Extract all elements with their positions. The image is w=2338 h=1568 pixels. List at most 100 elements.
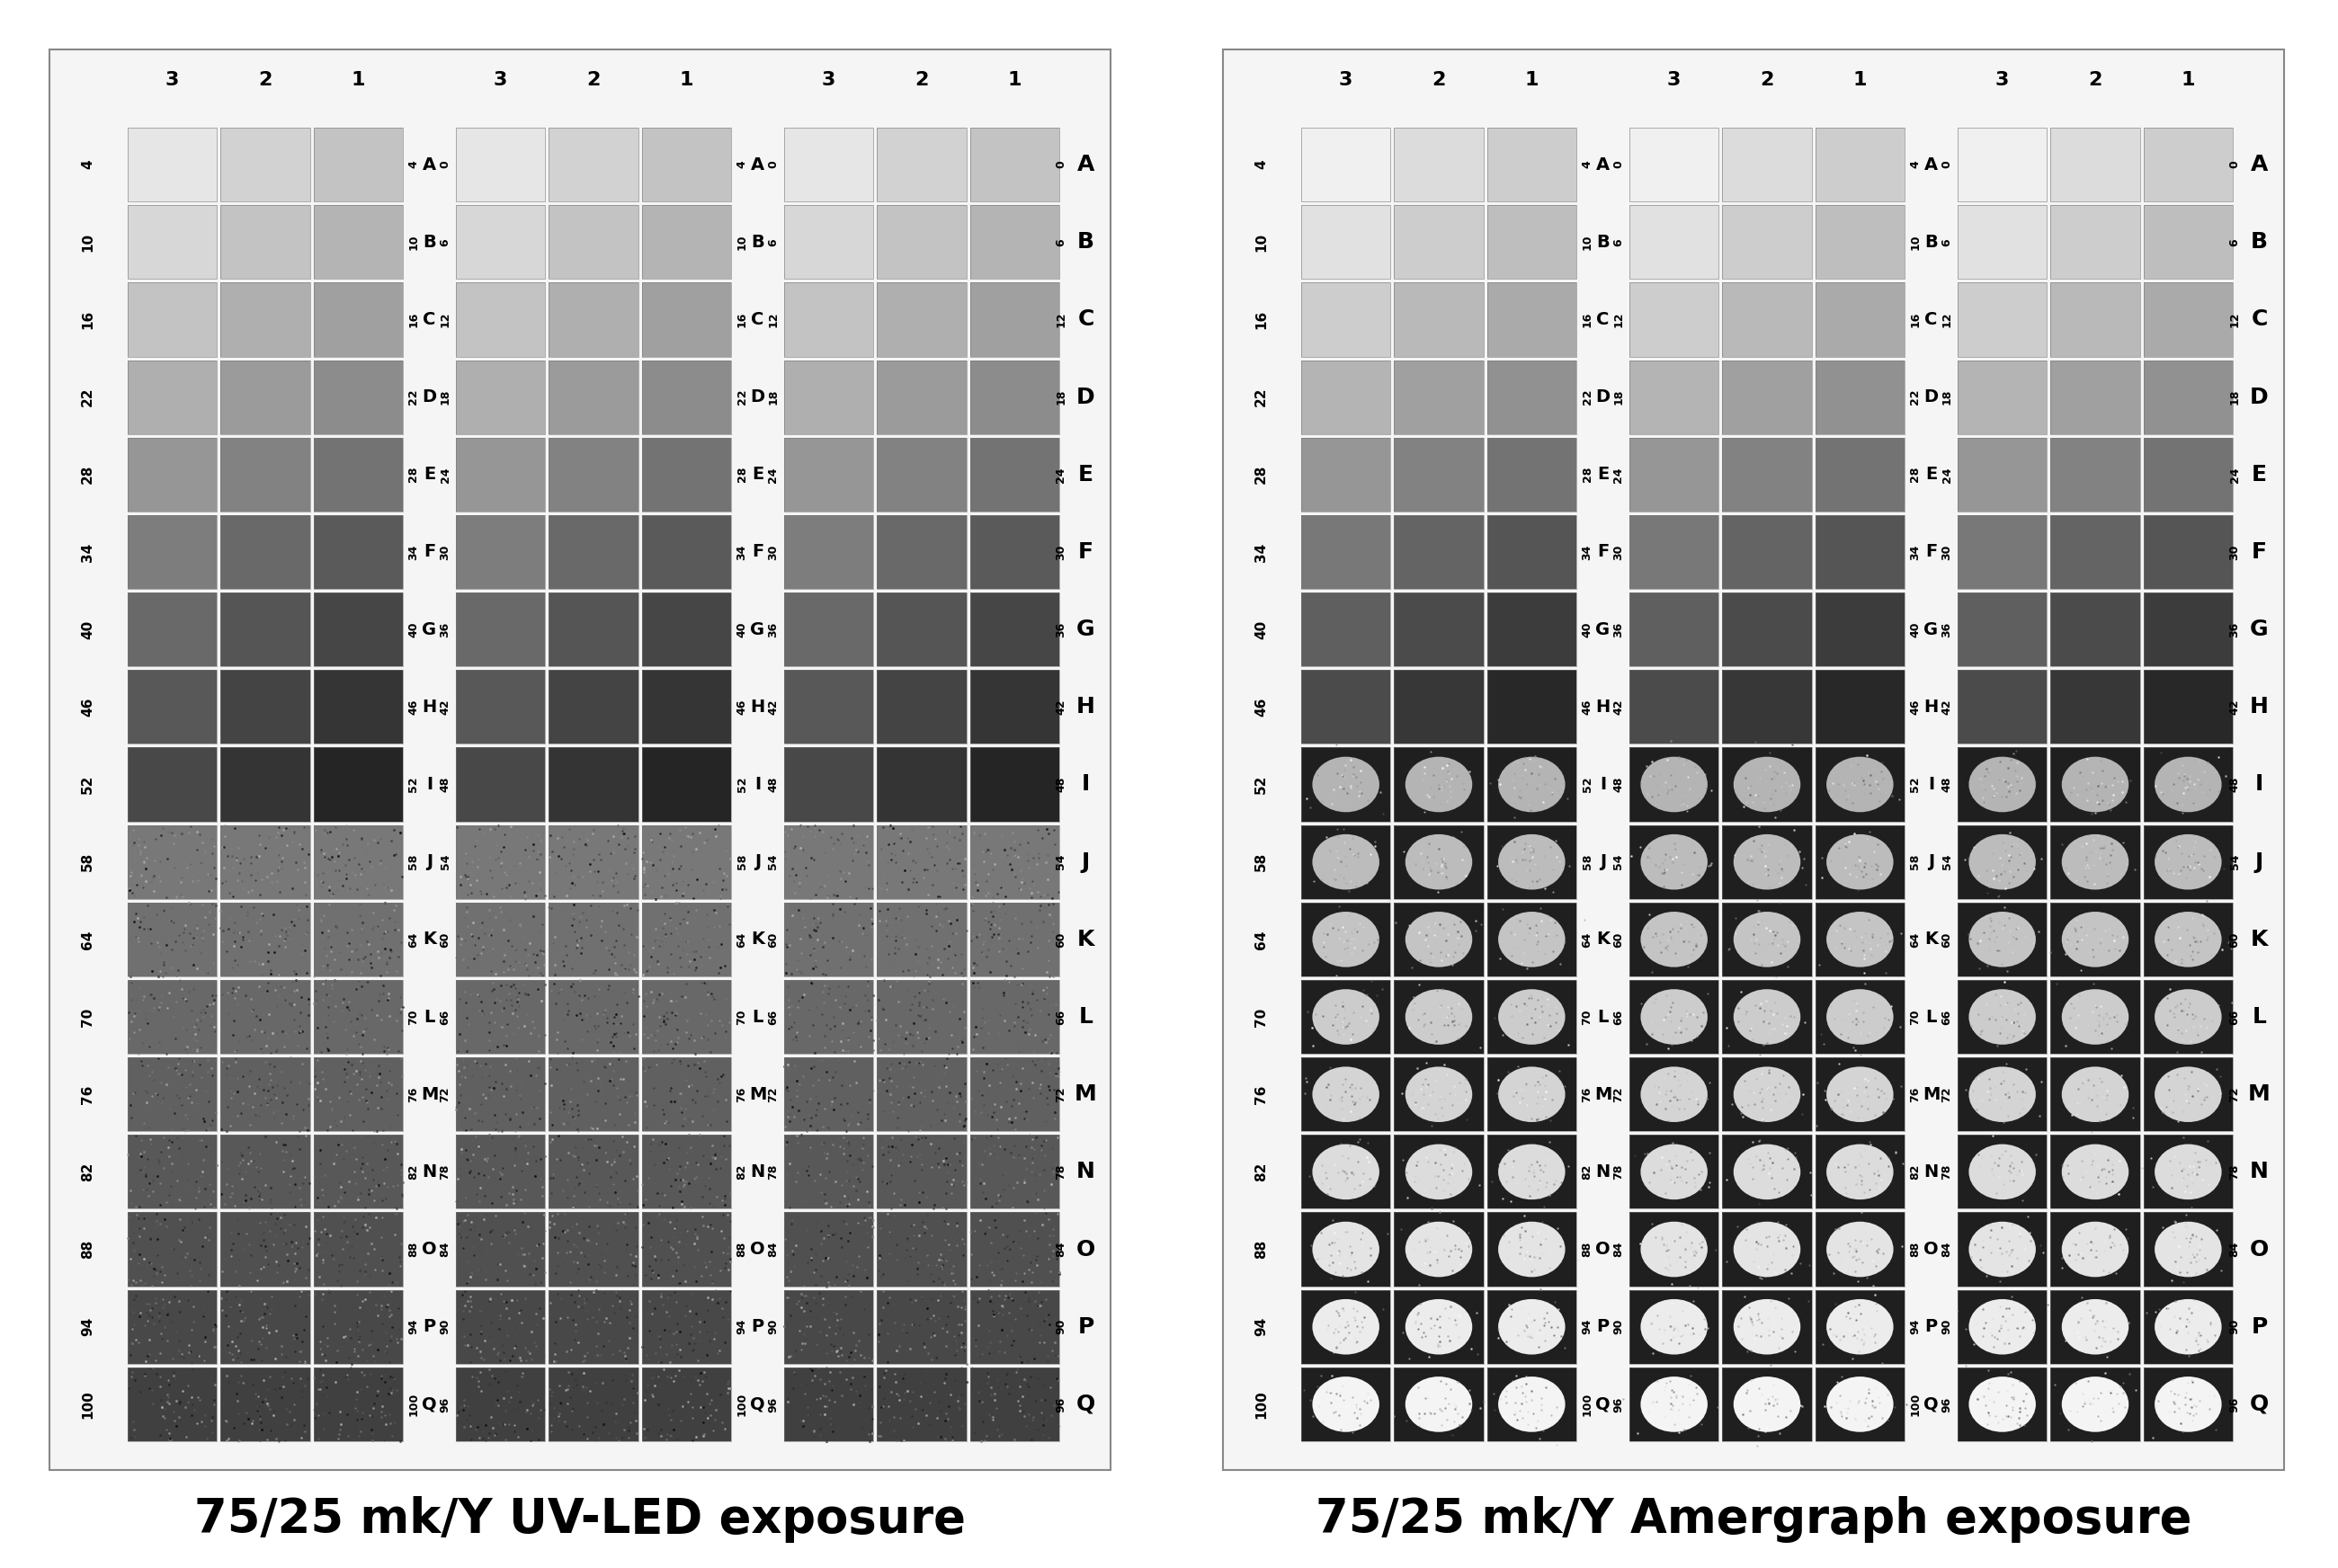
- Text: 54: 54: [2228, 855, 2240, 870]
- Bar: [220, 980, 311, 1054]
- Ellipse shape: [2062, 1377, 2128, 1432]
- Bar: [1723, 437, 1812, 511]
- Bar: [1814, 748, 1905, 822]
- Ellipse shape: [1405, 1221, 1473, 1276]
- Bar: [220, 593, 311, 666]
- Text: 72: 72: [1613, 1087, 1625, 1102]
- Bar: [970, 980, 1059, 1054]
- Text: 10: 10: [1580, 234, 1592, 249]
- Bar: [313, 593, 402, 666]
- Bar: [1957, 903, 2048, 977]
- Bar: [1302, 748, 1391, 822]
- Bar: [313, 361, 402, 434]
- Ellipse shape: [2062, 1145, 2128, 1200]
- Text: 70: 70: [1256, 1007, 1267, 1027]
- Text: G: G: [1075, 619, 1094, 640]
- Text: 100: 100: [407, 1392, 419, 1416]
- Bar: [1957, 593, 2048, 666]
- Bar: [129, 670, 217, 743]
- Bar: [129, 1057, 217, 1131]
- Bar: [641, 282, 732, 356]
- Bar: [549, 903, 638, 977]
- Bar: [1487, 593, 1576, 666]
- Text: 64: 64: [1256, 930, 1267, 949]
- Bar: [641, 1290, 732, 1364]
- Bar: [1630, 1135, 1718, 1209]
- Bar: [970, 1212, 1059, 1286]
- Bar: [313, 1367, 402, 1441]
- Ellipse shape: [1641, 1221, 1707, 1276]
- Bar: [220, 1212, 311, 1286]
- Ellipse shape: [2156, 757, 2221, 812]
- Bar: [2144, 903, 2233, 977]
- Bar: [1302, 514, 1391, 590]
- Text: 94: 94: [736, 1319, 748, 1334]
- Bar: [1487, 1057, 1576, 1131]
- Text: H: H: [1075, 696, 1094, 718]
- Bar: [877, 282, 966, 356]
- Bar: [1814, 514, 1905, 590]
- Bar: [1814, 670, 1905, 743]
- Text: A: A: [750, 157, 765, 172]
- Bar: [313, 825, 402, 898]
- Bar: [1957, 825, 2048, 898]
- Ellipse shape: [1969, 911, 2036, 967]
- Bar: [2050, 670, 2139, 743]
- Bar: [1393, 825, 1482, 898]
- Bar: [783, 1367, 874, 1441]
- Bar: [1302, 1135, 1391, 1209]
- Text: Q: Q: [1075, 1394, 1097, 1414]
- Text: 2: 2: [2088, 72, 2102, 89]
- Ellipse shape: [1405, 989, 1473, 1044]
- Bar: [1630, 1290, 1718, 1364]
- Text: 66: 66: [2228, 1010, 2240, 1024]
- Bar: [549, 670, 638, 743]
- Bar: [129, 1367, 217, 1441]
- Text: 3: 3: [1340, 72, 1354, 89]
- Bar: [1302, 361, 1391, 434]
- Bar: [220, 825, 311, 898]
- Bar: [1393, 205, 1482, 279]
- Text: 40: 40: [1580, 621, 1592, 637]
- Text: P: P: [1924, 1319, 1938, 1336]
- Bar: [1302, 1057, 1391, 1131]
- Bar: [877, 593, 966, 666]
- Bar: [1393, 514, 1482, 590]
- Text: 84: 84: [1613, 1242, 1625, 1258]
- Bar: [970, 127, 1059, 202]
- Text: 6: 6: [1941, 238, 1952, 246]
- Text: 46: 46: [1580, 699, 1592, 715]
- Bar: [783, 1290, 874, 1364]
- Bar: [970, 205, 1059, 279]
- Bar: [783, 1212, 874, 1286]
- Text: 94: 94: [82, 1317, 94, 1336]
- Bar: [313, 1057, 402, 1131]
- Bar: [2144, 1367, 2233, 1441]
- Bar: [313, 1057, 402, 1131]
- Ellipse shape: [1732, 1145, 1800, 1200]
- Bar: [1814, 361, 1905, 434]
- Text: 34: 34: [736, 544, 748, 560]
- Bar: [1630, 437, 1718, 511]
- Text: M: M: [1075, 1083, 1097, 1105]
- Bar: [549, 1290, 638, 1364]
- Text: 76: 76: [1580, 1087, 1592, 1102]
- Bar: [877, 127, 966, 202]
- Text: 64: 64: [1910, 931, 1922, 947]
- Ellipse shape: [1969, 1300, 2036, 1355]
- Text: 100: 100: [1256, 1389, 1267, 1419]
- Text: 6: 6: [440, 238, 451, 246]
- Bar: [1957, 980, 2048, 1054]
- Bar: [2050, 903, 2139, 977]
- Bar: [1957, 514, 2048, 590]
- Ellipse shape: [1499, 989, 1564, 1044]
- Bar: [129, 670, 217, 743]
- Text: 46: 46: [1910, 699, 1922, 715]
- Bar: [1630, 980, 1718, 1054]
- Bar: [1630, 1212, 1718, 1286]
- Bar: [783, 748, 874, 822]
- Bar: [1393, 437, 1482, 511]
- Text: D: D: [750, 389, 765, 406]
- Bar: [783, 205, 874, 279]
- Bar: [313, 1135, 402, 1209]
